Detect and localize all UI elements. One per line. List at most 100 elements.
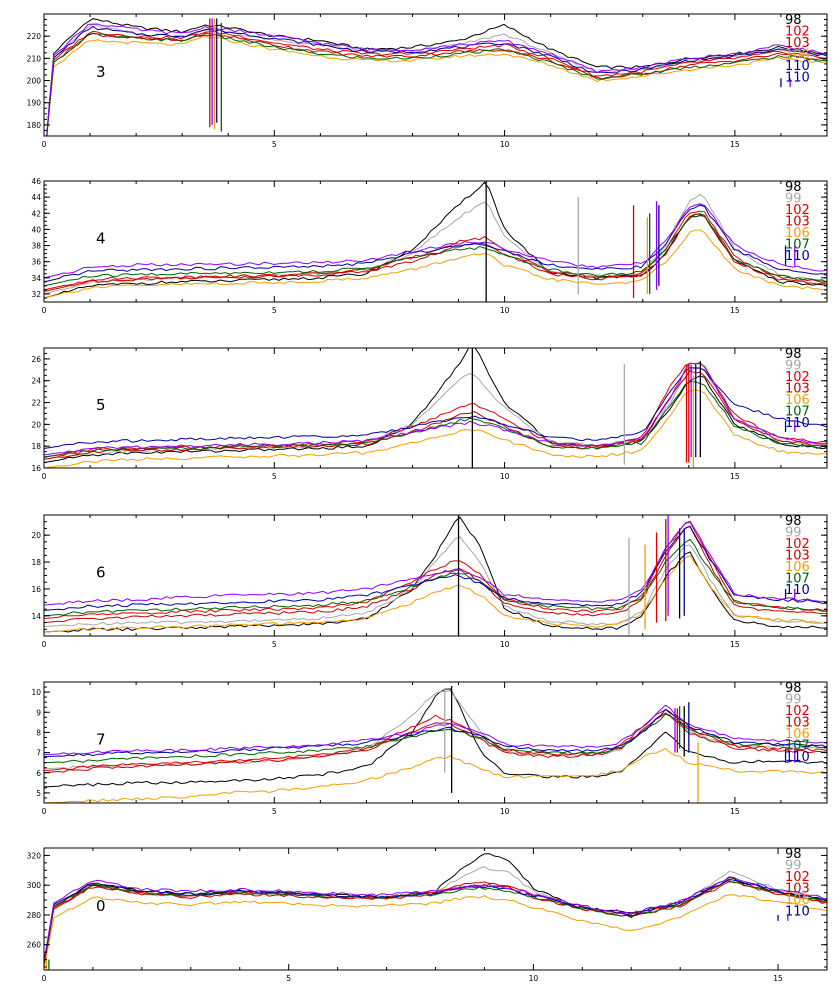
series-line-107: [46, 32, 827, 136]
series-line-107: [44, 213, 827, 287]
x-tick-label: 15: [730, 807, 740, 816]
y-tick-label: 8: [36, 728, 41, 737]
legend-label-98: 98: [785, 514, 802, 529]
series-line-98: [44, 516, 827, 633]
panel-label: 4: [96, 230, 106, 248]
x-tick-label: 0: [42, 140, 47, 149]
y-tick-label: 22: [31, 399, 41, 408]
y-tick-label: 36: [31, 258, 41, 267]
series-line-110: [44, 708, 827, 758]
legend-label-110: 110: [785, 905, 810, 920]
series-line-106: [44, 748, 827, 803]
series-line-106: [46, 35, 827, 136]
x-tick-label: 0: [42, 640, 47, 649]
series-line-110: [44, 525, 827, 611]
series-group: [44, 686, 827, 803]
series-line-99: [44, 367, 827, 460]
series-line-111: [44, 520, 827, 606]
x-tick-label: 15: [730, 306, 740, 315]
panel-label: 3: [96, 63, 106, 81]
x-tick-label: 0: [42, 306, 47, 315]
series-group: [44, 515, 827, 636]
y-tick-label: 44: [31, 193, 41, 202]
series-line-111: [44, 203, 827, 279]
series-line-111: [44, 362, 827, 456]
y-tick-label: 32: [31, 290, 41, 299]
y-tick-label: 34: [31, 274, 41, 283]
series-line-98: [44, 688, 827, 788]
legend-label-106: 106: [785, 893, 810, 908]
x-tick-label: 15: [730, 140, 740, 149]
legend-label-110: 110: [785, 416, 810, 431]
legend-label-103: 103: [785, 215, 810, 230]
y-tick-label: 6: [36, 769, 41, 778]
series-line-103: [44, 712, 827, 774]
series-line-106: [44, 389, 827, 468]
y-tick-label: 26: [31, 355, 41, 364]
series-line-102: [44, 521, 827, 619]
legend-label-106: 106: [785, 48, 810, 63]
legend-label-107: 107: [785, 405, 810, 420]
legend-label-103: 103: [785, 382, 810, 397]
y-tick-label: 280: [27, 911, 42, 920]
y-tick-label: 220: [27, 32, 42, 41]
legend-label-103: 103: [785, 716, 810, 731]
legend-label-110: 110: [785, 71, 810, 86]
y-tick-label: 18: [31, 442, 41, 451]
series-line-103: [44, 881, 827, 966]
legend-label-107: 107: [785, 572, 810, 587]
series-line-106: [44, 894, 827, 969]
x-tick-label: 10: [500, 807, 510, 816]
x-tick-label: 15: [773, 974, 783, 983]
y-tick-label: 180: [27, 121, 42, 130]
x-tick-label: 15: [730, 472, 740, 481]
x-tick-label: 5: [272, 306, 277, 315]
series-group: [44, 181, 827, 302]
series-line-106: [44, 229, 827, 299]
x-tick-label: 10: [500, 140, 510, 149]
legend-label-110: 110: [785, 750, 810, 765]
y-tick-label: 190: [27, 99, 42, 108]
x-tick-label: 5: [272, 140, 277, 149]
series-group: [44, 853, 827, 970]
series-group: [46, 18, 827, 136]
series-line-106: [44, 555, 827, 633]
legend-label-98: 98: [785, 13, 802, 28]
legend-label-99: 99: [785, 526, 802, 541]
y-tick-label: 9: [36, 708, 41, 717]
series-line-110: [44, 367, 827, 449]
series-line-107: [44, 880, 827, 965]
y-tick-label: 320: [27, 851, 42, 860]
y-tick-label: 24: [31, 377, 41, 386]
x-tick-label: 10: [500, 472, 510, 481]
legend-label-102: 102: [785, 704, 810, 719]
legend-label-99: 99: [785, 859, 802, 874]
y-tick-label: 18: [31, 558, 41, 567]
legend-label-106: 106: [785, 560, 810, 575]
legend-label-102: 102: [785, 537, 810, 552]
y-tick-label: 20: [31, 420, 41, 429]
x-tick-label: 10: [529, 974, 539, 983]
series-line-107: [44, 381, 827, 458]
y-tick-label: 200: [27, 77, 42, 86]
y-tick-label: 260: [27, 941, 42, 950]
y-tick-label: 38: [31, 242, 41, 251]
y-tick-label: 42: [31, 209, 41, 218]
panel-1: 0 5 10 15 32 34 36 38 40 42 44 46 4 98991021031061071…: [31, 177, 828, 315]
series-group: [44, 348, 827, 468]
series-line-98: [44, 348, 827, 463]
series-line-98: [44, 181, 827, 299]
legend-label-98: 98: [785, 180, 802, 195]
y-tick-label: 10: [31, 688, 41, 697]
x-tick-label: 10: [500, 640, 510, 649]
y-tick-label: 16: [31, 585, 41, 594]
y-tick-label: 46: [31, 177, 41, 186]
legend-label-99: 99: [785, 359, 802, 374]
series-line-110: [46, 25, 827, 136]
series-line-111: [46, 23, 827, 136]
series-line-102: [46, 30, 827, 136]
legend-label-102: 102: [785, 25, 810, 40]
legend-label-103: 103: [785, 36, 810, 51]
